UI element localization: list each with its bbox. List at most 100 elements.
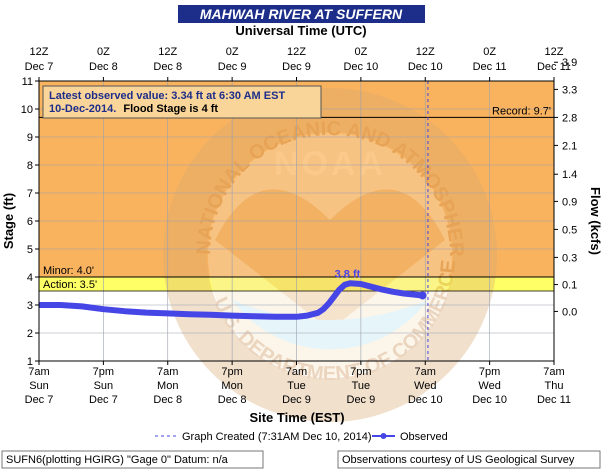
left-tick-label: 6 xyxy=(27,216,33,228)
left-tick-label: 8 xyxy=(27,160,33,172)
bottom-tick-time: 7pm xyxy=(479,366,500,378)
top-tick-day: Dec 11 xyxy=(537,61,571,73)
left-tick-label: 4 xyxy=(27,272,33,284)
top-tick-day: Dec 10 xyxy=(408,61,443,73)
top-axis: 12Z Dec 7 0Z Dec 8 12Z Dec 8 0Z Dec 9 12Z Dec 9 0Z… xyxy=(25,46,571,81)
top-tick-day: Dec 8 xyxy=(89,61,118,73)
note-box xyxy=(42,85,322,119)
top-tick-time: 12Z xyxy=(287,46,306,58)
bottom-tick-dow: Tue xyxy=(287,380,306,392)
bottom-axis-title: Site Time (EST) xyxy=(249,410,344,425)
top-tick-day: Dec 9 xyxy=(218,61,247,73)
top-tick-time: 12Z xyxy=(416,46,435,58)
footer-right: Observations courtesy of US Geological S… xyxy=(342,454,575,466)
action-label: Action: 3.5' xyxy=(43,279,97,291)
top-tick-time: 12Z xyxy=(30,46,49,58)
watermark-water xyxy=(232,300,428,350)
top-tick-time: 12Z xyxy=(158,46,177,58)
top-tick-time: 0Z xyxy=(483,46,496,58)
top-tick-day: Dec 11 xyxy=(473,61,507,73)
chart-title: MAHWAH RIVER AT SUFFERN xyxy=(200,6,403,22)
left-tick-label: 7 xyxy=(27,188,33,200)
left-tick-label: 3 xyxy=(27,300,33,312)
bottom-tick-day: Dec 9 xyxy=(282,394,311,406)
record-label: Record: 9.7' xyxy=(492,105,551,117)
footer-left-box xyxy=(1,450,264,469)
left-tick-label: 2 xyxy=(27,328,33,340)
right-tick-label: 3.9 xyxy=(562,57,577,69)
left-axis: 1 2 3 4 5 6 7 8 9 10 11 xyxy=(21,76,39,368)
right-tick-label: 1.4 xyxy=(562,169,577,181)
bottom-tick-dow: Wed xyxy=(478,380,500,392)
watermark-outer-ring xyxy=(163,88,497,422)
bottom-tick-time: 7am xyxy=(28,366,49,378)
note-line-2: 10-Dec-2014. Flood Stage is 4 ft xyxy=(49,103,218,115)
bottom-tick-time: 7pm xyxy=(221,366,242,378)
left-tick-label: 5 xyxy=(27,244,33,256)
legend-graph-created: Graph Created (7:31AM Dec 10, 2014) xyxy=(182,431,372,443)
legend-observed: Observed xyxy=(400,431,448,443)
footer-right-box xyxy=(337,450,601,469)
bottom-tick-dow: Sun xyxy=(94,380,114,392)
right-tick-label: 3.3 xyxy=(562,84,577,96)
top-tick-day: Dec 9 xyxy=(282,61,311,73)
top-tick-day: Dec 8 xyxy=(153,61,182,73)
top-tick-time: 12Z xyxy=(545,46,564,58)
right-tick-label: 0.1 xyxy=(562,280,577,292)
left-tick-label: 9 xyxy=(27,132,33,144)
note-date: 10-Dec-2014. xyxy=(49,103,116,115)
right-tick-label: 2.1 xyxy=(562,140,577,152)
y2-axis-title: Flow (kcfs) xyxy=(588,187,603,255)
footer-left: SUFN6(plotting HGIRG) "Gage 0" Datum: n/… xyxy=(6,454,229,466)
bottom-tick-time: 7am xyxy=(286,366,307,378)
bottom-tick-day: Dec 11 xyxy=(537,394,571,406)
bottom-tick-day: Dec 9 xyxy=(347,394,376,406)
bottom-tick-time: 7am xyxy=(543,366,564,378)
bottom-tick-dow: Sun xyxy=(29,380,49,392)
legend: Graph Created (7:31AM Dec 10, 2014) Obse… xyxy=(155,431,448,443)
observed-latest-point xyxy=(418,291,427,300)
bottom-tick-time: 7am xyxy=(415,366,436,378)
right-tick-label: 0.9 xyxy=(562,196,577,208)
note-flood-stage: Flood Stage is 4 ft xyxy=(123,103,218,115)
left-tick-label: 10 xyxy=(21,104,33,116)
note-line-1: Latest observed value: 3.34 ft at 6:30 A… xyxy=(49,90,285,102)
bottom-tick-day: Dec 8 xyxy=(218,394,247,406)
top-tick-day: Dec 10 xyxy=(343,61,378,73)
bottom-tick-day: Dec 8 xyxy=(153,394,182,406)
top-axis-title: Universal Time (UTC) xyxy=(235,23,366,38)
bottom-tick-time: 7pm xyxy=(350,366,371,378)
bottom-axis: 7am Sun Dec 7 7pm Sun Dec 7 7am Mon Dec 8 7pm Mon D… xyxy=(25,361,571,406)
bottom-tick-day: Dec 10 xyxy=(472,394,507,406)
latest-value-note: Latest observed value: 3.34 ft at 6:30 A… xyxy=(42,85,322,119)
bottom-tick-day: Dec 10 xyxy=(408,394,443,406)
bottom-tick-time: 7pm xyxy=(93,366,114,378)
noaa-seagull-icon xyxy=(215,189,445,330)
y-axis-title: Stage (ft) xyxy=(1,193,16,249)
right-tick-label: 0.5 xyxy=(562,224,577,236)
observed-series-line xyxy=(39,280,426,320)
bottom-tick-dow: Tue xyxy=(352,380,371,392)
right-tick-label: 2.8 xyxy=(562,112,577,124)
minor-label: Minor: 4.0' xyxy=(43,265,94,277)
legend-observed-dot-icon xyxy=(380,433,387,439)
top-tick-time: 0Z xyxy=(354,46,367,58)
right-axis: 0.0 0.1 0.3 0.5 0.9 1.4 2.1 2.8 3.3 3.9 xyxy=(554,57,577,318)
bottom-tick-dow: Mon xyxy=(221,380,242,392)
bottom-tick-day: Dec 7 xyxy=(89,394,118,406)
watermark-logo-text: NOAA xyxy=(274,145,386,183)
top-tick-day: Dec 7 xyxy=(25,61,54,73)
top-tick-time: 0Z xyxy=(226,46,239,58)
right-tick-label: 0.0 xyxy=(562,306,577,318)
bottom-tick-day: Dec 7 xyxy=(25,394,54,406)
bottom-tick-dow: Thu xyxy=(545,380,564,392)
bottom-tick-dow: Mon xyxy=(157,380,178,392)
top-tick-time: 0Z xyxy=(97,46,110,58)
bottom-tick-time: 7am xyxy=(157,366,178,378)
left-tick-label: 11 xyxy=(22,76,33,88)
peak-label: 3.8 ft xyxy=(335,269,361,281)
title-bar xyxy=(178,5,425,23)
bottom-tick-dow: Wed xyxy=(414,380,436,392)
left-tick-label: 1 xyxy=(27,356,33,368)
